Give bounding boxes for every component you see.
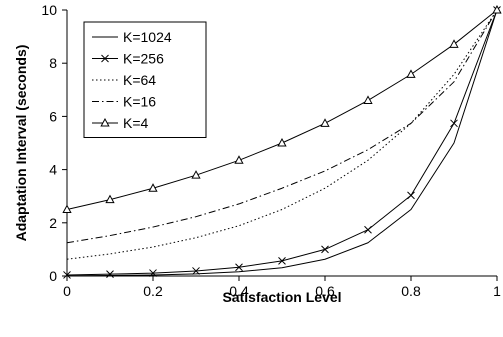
y-tick-label: 8 (49, 55, 57, 71)
legend-entry: K=16 (92, 94, 156, 110)
x-tick-label: 0 (63, 283, 71, 299)
x-axis-title: Satisfaction Level (222, 289, 341, 305)
data-point-marker (149, 269, 157, 277)
data-point-marker (320, 118, 330, 127)
data-point-marker (62, 204, 72, 213)
data-point-marker (148, 183, 158, 192)
y-tick-label: 4 (49, 162, 57, 178)
x-tick-label: 1 (493, 283, 501, 299)
data-point-marker (234, 155, 244, 164)
legend-label: K=16 (123, 94, 156, 110)
legend-entry: K=1024 (92, 29, 172, 45)
series-k-256 (63, 6, 501, 279)
x-tick-label: 0.6 (315, 283, 335, 299)
data-point-marker (63, 271, 71, 279)
data-point-marker (449, 39, 459, 48)
data-point-marker (105, 194, 115, 204)
data-point-marker (364, 225, 372, 234)
data-point-marker (191, 170, 201, 179)
legend-entry: K=4 (92, 115, 149, 131)
legend-label: K=256 (123, 51, 164, 67)
data-point-marker (321, 245, 329, 254)
data-point-marker (278, 256, 286, 265)
y-tick-label: 2 (49, 215, 57, 231)
data-point-marker (407, 191, 415, 200)
y-tick-label: 6 (49, 108, 57, 124)
series-k-4 (62, 4, 502, 213)
legend-entry: K=256 (92, 51, 164, 67)
data-point-marker (406, 69, 416, 78)
series-k-1024 (66, 9, 498, 277)
x-tick-label: 0.8 (401, 283, 421, 299)
series-k-64 (66, 9, 498, 260)
legend-marker-sample (101, 54, 109, 63)
data-point-marker (277, 137, 287, 147)
series-line (66, 9, 498, 260)
data-point-marker (235, 263, 243, 272)
data-point-marker (492, 4, 502, 14)
series-k-16 (66, 9, 498, 244)
legend: K=1024 K=256 K=64 K=16 K=4 (83, 21, 207, 138)
legend-marker-sample (100, 117, 110, 127)
legend-label: K=1024 (123, 29, 172, 45)
x-tick-label: 0.4 (229, 283, 249, 299)
data-point-marker (450, 119, 458, 128)
series-line (66, 9, 498, 244)
legend-entry: K=64 (92, 72, 156, 88)
series-layer (62, 4, 502, 279)
data-point-marker (363, 95, 373, 104)
y-axis-title: Adaptation Interval (seconds) (13, 45, 29, 242)
y-tick-label: 10 (41, 2, 57, 18)
series-line (66, 9, 498, 277)
y-tick-label: 0 (49, 268, 57, 284)
x-tick-label: 0.2 (143, 283, 163, 299)
legend-label: K=4 (123, 115, 149, 131)
data-point-marker (106, 270, 114, 278)
data-point-marker (192, 267, 200, 275)
legend-label: K=64 (123, 72, 156, 88)
